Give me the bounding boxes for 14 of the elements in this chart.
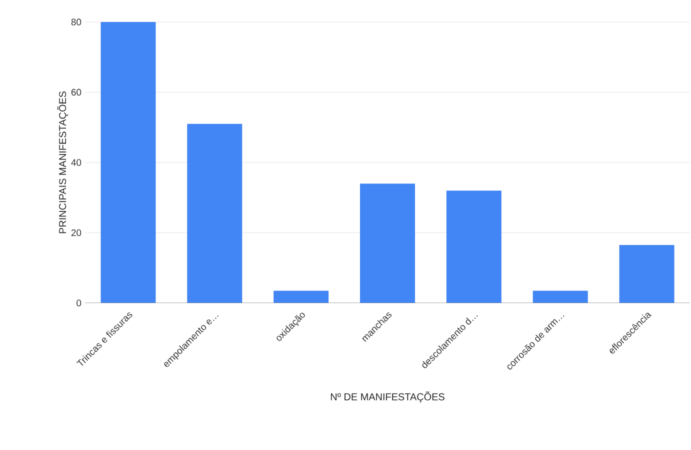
bar: [619, 245, 674, 303]
y-tick-label: 0: [76, 300, 82, 306]
bar: [360, 184, 416, 303]
y-tick-label: 80: [71, 18, 82, 26]
bar: [100, 22, 156, 303]
bar: [274, 290, 329, 303]
y-tick-label: 20: [71, 229, 82, 236]
y-tick-label: 60: [71, 88, 82, 96]
y-tick-label: 40: [71, 159, 82, 166]
bar: [187, 124, 242, 303]
y-axis-title: PRINCIPAIS MANIFESTAÇÕES: [57, 91, 68, 234]
bar: [532, 290, 588, 303]
x-axis-title: Nº DE MANIFESTAÇÕES: [330, 392, 444, 402]
bar: [446, 190, 502, 303]
